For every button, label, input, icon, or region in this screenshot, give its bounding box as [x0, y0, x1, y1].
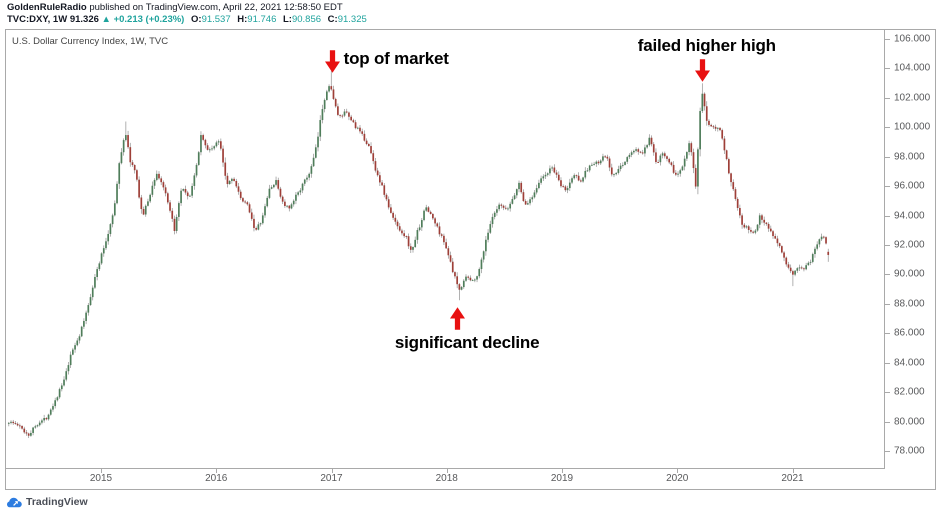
time-axis-label: 2015 [89, 473, 113, 484]
time-axis-tick [216, 469, 218, 473]
time-axis-label: 2018 [435, 473, 458, 484]
price-axis-tick [885, 39, 890, 40]
price-axis-label: 104.000 [894, 62, 931, 74]
red-arrow-up-icon [449, 307, 465, 330]
time-axis-label: 2017 [320, 473, 343, 484]
time-axis-tick [101, 469, 102, 473]
low-label: L: [283, 13, 292, 25]
tradingview-logo-icon[interactable] [7, 497, 22, 508]
price-axis-tick [885, 333, 890, 335]
brand-name[interactable]: TradingView [26, 496, 88, 508]
time-axis: 2015 2016 2017 2018 2019 2020 2021 [6, 469, 935, 489]
time-axis-tick [446, 469, 448, 473]
price-axis-tick [885, 186, 890, 188]
annotation-text: top of market [343, 48, 449, 68]
price-axis-label: 94.000 [894, 210, 925, 222]
publish-info: GoldenRuleRadio published on TradingView… [7, 2, 343, 13]
price-axis-tick [885, 421, 890, 423]
time-axis-label: 2021 [781, 473, 804, 484]
time-axis-tick [792, 469, 794, 473]
last-price: 91.326 [69, 13, 99, 25]
open-label: O: [191, 13, 202, 25]
symbol-info-bar: TVC:DXY, 1W 91.326 ▲ +0.213 (+0.23%) O:9… [7, 14, 367, 25]
publish-text: published on TradingView.com, April 22, … [86, 2, 343, 13]
price-axis-label: 100.000 [894, 121, 931, 133]
chart-widget: U.S. Dollar Currency Index, 1W, TVC top … [5, 29, 936, 490]
symbol-name: TVC:DXY, 1W [7, 13, 68, 25]
price-axis-label: 96.000 [894, 180, 925, 192]
price-axis-label: 106.000 [894, 33, 931, 45]
price-axis-tick [885, 215, 890, 217]
author-name[interactable]: GoldenRuleRadio [7, 2, 87, 13]
price-axis-label: 98.000 [894, 151, 925, 163]
price-axis-tick [885, 303, 890, 305]
price-axis-label: 88.000 [894, 298, 925, 310]
time-axis-tick [677, 469, 679, 473]
candlestick-canvas [6, 30, 884, 468]
chart-title: U.S. Dollar Currency Index, 1W, TVC [12, 36, 169, 47]
price-axis-tick [885, 362, 890, 364]
close-label: C: [327, 13, 338, 25]
chart-pane: U.S. Dollar Currency Index, 1W, TVC top … [6, 30, 885, 469]
annotation-text: significant decline [394, 332, 540, 352]
price-axis-tick [885, 97, 890, 99]
price-axis-label: 78.000 [894, 445, 925, 457]
price-axis-tick [885, 156, 890, 158]
price-axis: 106.000 104.000 102.000 100.000 98.000 96.000… [885, 30, 935, 468]
price-axis-label: 84.000 [894, 357, 925, 369]
annotation-text: failed higher high [637, 36, 776, 56]
low-value: 90.856 [291, 13, 322, 25]
price-axis-label: 90.000 [894, 268, 925, 280]
high-value: 91.746 [247, 13, 277, 25]
open-value: 91.537 [201, 13, 231, 25]
time-axis-label: 2020 [666, 473, 689, 484]
price-axis-label: 82.000 [894, 386, 925, 398]
price-axis-tick [885, 274, 890, 276]
time-axis-tick [331, 469, 333, 473]
price-axis-tick [885, 68, 890, 70]
close-value: 91.325 [337, 13, 367, 25]
time-axis-label: 2016 [205, 473, 228, 484]
price-change: ▲ +0.213 (+0.23%) [101, 13, 185, 25]
price-axis-label: 80.000 [894, 416, 925, 428]
attribution: TradingView [7, 494, 88, 510]
time-axis-label: 2019 [550, 473, 574, 484]
red-arrow-down-icon [695, 59, 711, 83]
high-label: H: [237, 13, 248, 25]
price-axis-label: 86.000 [894, 327, 925, 339]
price-axis-label: 92.000 [894, 239, 925, 251]
price-axis-tick [885, 127, 890, 129]
price-axis-tick [885, 451, 890, 453]
price-axis-tick [885, 245, 890, 246]
red-arrow-down-icon [325, 50, 341, 73]
price-axis-tick [885, 392, 890, 394]
time-axis-tick [562, 469, 563, 473]
price-axis-label: 102.000 [894, 92, 931, 104]
